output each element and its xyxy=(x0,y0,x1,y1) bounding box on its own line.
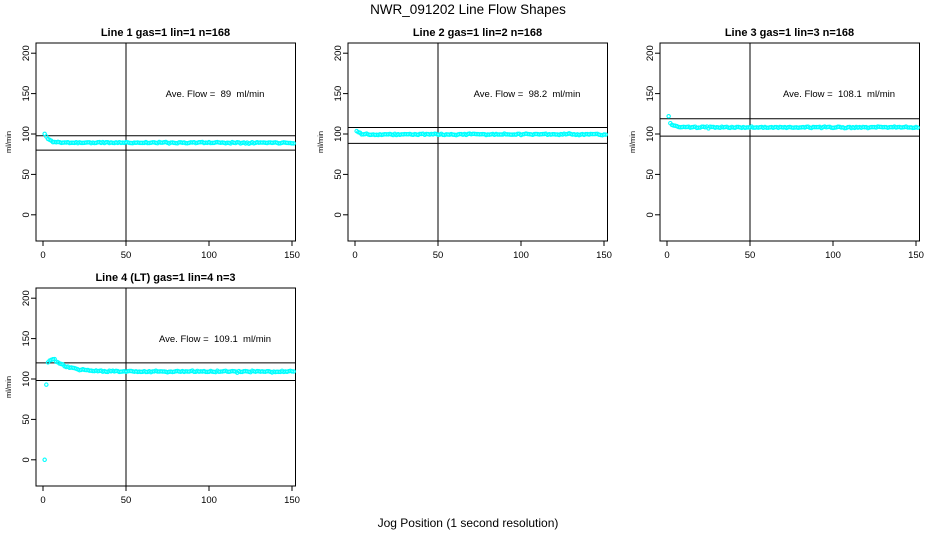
plot-frame xyxy=(347,42,608,242)
y-axis-label: ml/min xyxy=(4,376,13,398)
axes-layer: 0 50 100 150 0 50 100 150 200 xyxy=(21,42,300,261)
plot-line-2: 0 50 100 150 0 50 100 150 200 Line 2 gas=1 lin=2… xyxy=(316,27,612,261)
data-point xyxy=(291,141,296,146)
plot-title: Line 3 gas=1 lin=3 n=168 xyxy=(725,27,854,39)
y-tick-label: 150 xyxy=(645,86,656,102)
x-tick-label: 0 xyxy=(664,250,669,261)
plot-line-1: 0 50 100 150 0 50 100 150 200 Line 1 gas=1 lin=1… xyxy=(4,27,300,261)
data-point xyxy=(291,369,296,374)
y-tick-label: 100 xyxy=(21,126,32,142)
y-tick-label: 50 xyxy=(333,169,344,180)
x-tick-label: 100 xyxy=(201,495,217,506)
y-tick-label: 150 xyxy=(333,86,344,102)
x-tick-label: 0 xyxy=(40,250,45,261)
plot-frame xyxy=(659,42,920,242)
y-tick-label: 200 xyxy=(645,45,656,61)
y-tick-label: 50 xyxy=(645,169,656,180)
y-tick-label: 0 xyxy=(21,212,32,217)
x-tick-label: 50 xyxy=(433,250,444,261)
x-tick-label: 50 xyxy=(745,250,756,261)
ave-flow-annotation: Ave. Flow = 98.2 ml/min xyxy=(474,89,581,100)
data-point xyxy=(289,369,295,374)
data-point xyxy=(666,113,671,119)
y-tick-label: 0 xyxy=(21,457,32,462)
y-tick-label: 200 xyxy=(21,45,32,61)
x-tick-label: 100 xyxy=(201,250,217,261)
data-points-layer xyxy=(354,128,608,138)
x-tick-label: 150 xyxy=(596,250,612,261)
data-points-layer xyxy=(666,113,920,131)
plot-frame xyxy=(35,287,296,487)
data-point xyxy=(915,125,920,130)
y-tick-label: 100 xyxy=(21,371,32,387)
x-tick-label: 0 xyxy=(352,250,357,261)
shared-x-axis-label: Jog Position (1 second resolution) xyxy=(377,516,559,530)
plot-title: Line 4 (LT) gas=1 lin=4 n=3 xyxy=(95,272,235,284)
data-point xyxy=(50,356,56,362)
y-tick-label: 50 xyxy=(21,169,32,180)
plot-title: Line 1 gas=1 lin=1 n=168 xyxy=(101,27,230,39)
y-tick-label: 50 xyxy=(21,414,32,425)
x-tick-label: 100 xyxy=(513,250,529,261)
x-tick-label: 150 xyxy=(908,250,924,261)
plot-frame xyxy=(35,42,296,242)
ave-flow-annotation: Ave. Flow = 108.1 ml/min xyxy=(783,89,895,100)
x-tick-label: 100 xyxy=(825,250,841,261)
ave-flow-annotation: Ave. Flow = 89 ml/min xyxy=(166,89,265,100)
plot-line-4: 0 50 100 150 0 50 100 150 200 Line 4 (LT) gas=1 … xyxy=(4,272,300,506)
plot-title: Line 2 gas=1 lin=2 n=168 xyxy=(413,27,542,39)
x-tick-label: 150 xyxy=(284,250,300,261)
page-title: NWR_091202 Line Flow Shapes xyxy=(370,2,566,17)
y-tick-label: 200 xyxy=(21,290,32,306)
y-axis-label: ml/min xyxy=(628,131,637,153)
y-tick-label: 150 xyxy=(21,86,32,102)
y-tick-label: 150 xyxy=(21,331,32,347)
y-axis-label: ml/min xyxy=(316,131,325,153)
axes-layer: 0 50 100 150 0 50 100 150 200 xyxy=(333,42,612,261)
y-tick-label: 200 xyxy=(333,45,344,61)
data-points-layer xyxy=(42,356,296,463)
axes-layer: 0 50 100 150 0 50 100 150 200 xyxy=(645,42,924,261)
ave-flow-annotation: Ave. Flow = 109.1 ml/min xyxy=(159,334,271,345)
data-points-layer xyxy=(42,131,296,146)
y-axis-label: ml/min xyxy=(4,131,13,153)
x-tick-label: 50 xyxy=(121,250,132,261)
data-point xyxy=(289,141,295,146)
axes-layer: 0 50 100 150 0 50 100 150 200 xyxy=(21,287,300,506)
y-tick-label: 100 xyxy=(645,126,656,142)
data-point xyxy=(44,382,49,387)
x-tick-label: 50 xyxy=(121,495,132,506)
y-tick-label: 0 xyxy=(645,212,656,217)
data-point xyxy=(42,457,47,463)
data-point xyxy=(601,132,607,137)
data-point xyxy=(603,132,608,137)
plot-line-3: 0 50 100 150 0 50 100 150 200 Line 3 gas=1 lin=3… xyxy=(628,27,924,261)
x-tick-label: 0 xyxy=(40,495,45,506)
y-tick-label: 100 xyxy=(333,126,344,142)
y-tick-label: 0 xyxy=(333,212,344,217)
x-tick-label: 150 xyxy=(284,495,300,506)
